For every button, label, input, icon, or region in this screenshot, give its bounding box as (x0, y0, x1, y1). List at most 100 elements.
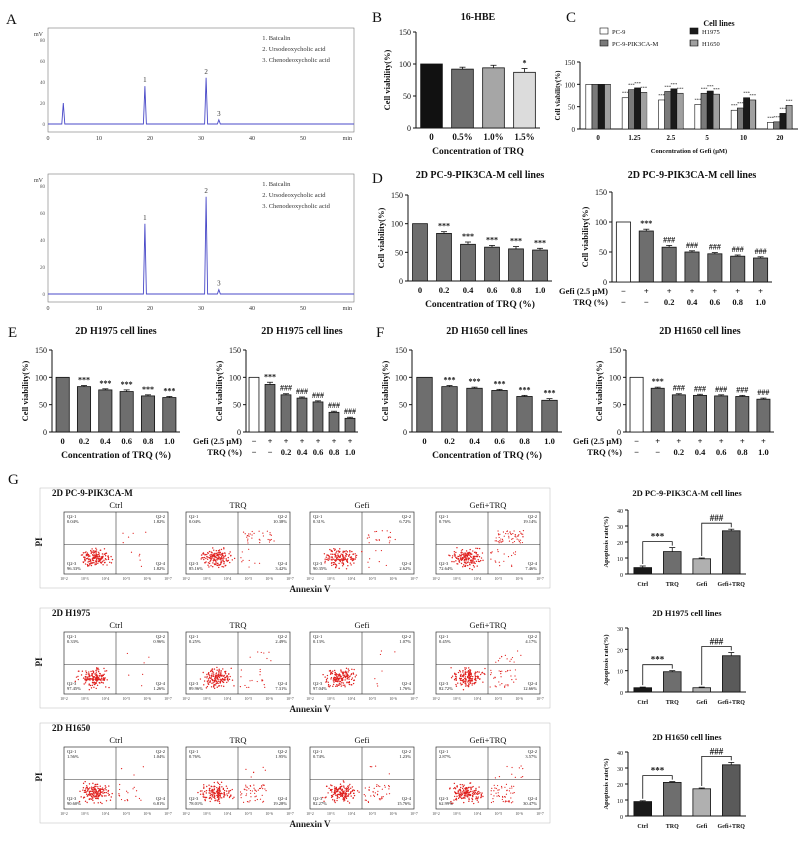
event-dot (340, 679, 343, 681)
event-dot (92, 786, 94, 789)
flow-tick-label: 10^3 (203, 697, 211, 701)
event-dot (127, 800, 129, 802)
event-dot (457, 671, 460, 674)
event-dot (207, 683, 210, 686)
flow-plot-title: Gefi (354, 500, 370, 510)
event-dot (77, 675, 79, 678)
quadrant-value: 97.45% (67, 686, 81, 691)
event-dot (230, 794, 232, 796)
event-dot (82, 789, 84, 791)
event-dot (349, 792, 352, 795)
event-dot (88, 783, 91, 785)
event-dot (467, 557, 469, 559)
quadrant-value: 72.64% (439, 566, 453, 571)
row1-value: + (284, 436, 289, 446)
event-dot (333, 799, 336, 801)
event-dot (342, 785, 345, 787)
event-dot (497, 660, 500, 662)
event-dot (385, 564, 387, 567)
event-dot (339, 548, 341, 550)
quadrant-value: 1.56% (67, 754, 79, 759)
event-dot (355, 674, 358, 676)
event-dot (342, 798, 344, 800)
row2-value: 0.8 (329, 447, 340, 457)
event-dot (361, 550, 363, 553)
event-dot (91, 554, 94, 556)
event-dot (473, 790, 476, 792)
event-dot (490, 669, 492, 671)
event-dot (218, 788, 221, 790)
event-dot (215, 682, 217, 684)
row1-label: Gefi (2.5 μM) (193, 436, 242, 446)
event-dot (351, 786, 354, 788)
event-dot (223, 789, 226, 792)
flow-plot-title: TRQ (230, 735, 247, 745)
event-dot (345, 568, 348, 570)
event-dot (91, 673, 93, 675)
event-dot (503, 535, 505, 537)
flow-tick-label: 10^6 (389, 697, 397, 701)
event-dot (367, 801, 370, 804)
significance-bracket (642, 664, 673, 686)
event-dot (461, 558, 464, 561)
bar (722, 764, 741, 817)
event-dot (497, 549, 499, 551)
event-dot (210, 686, 213, 688)
event-dot (205, 792, 208, 794)
y-tick-label: 100 (229, 373, 241, 382)
event-dot (387, 537, 390, 539)
event-dot (82, 782, 85, 785)
event-dot (138, 555, 140, 557)
event-dot (253, 532, 255, 534)
event-dot (223, 547, 225, 549)
event-dot (340, 795, 343, 797)
event-dot (498, 534, 500, 536)
flow-tick-label: 10^2 (60, 812, 68, 816)
significance-label: *** (438, 222, 450, 231)
event-dot (218, 555, 220, 558)
significance-label: *** (121, 380, 133, 389)
quadrant-value: 97.04% (313, 686, 327, 691)
significance-label: *** (731, 103, 739, 108)
event-dot (479, 678, 481, 680)
event-dot (222, 559, 224, 561)
event-dot (498, 536, 500, 539)
row2-value: 0.6 (710, 297, 721, 307)
event-dot (222, 681, 225, 684)
event-dot (218, 800, 220, 803)
event-dot (104, 557, 107, 560)
significance-label: ### (755, 247, 767, 256)
y-tick-label: 50 (395, 248, 403, 257)
significance-label: ### (663, 235, 675, 244)
legend-swatch (599, 27, 609, 35)
event-dot (468, 552, 470, 554)
quadrant-value: 30.47% (523, 801, 537, 806)
event-dot (512, 801, 514, 803)
event-dot (205, 687, 208, 689)
significance-label: *** (640, 219, 652, 228)
event-dot (262, 800, 265, 802)
bar (280, 394, 292, 433)
quadrant-label: Q2-1 (67, 749, 76, 754)
event-dot (239, 791, 242, 793)
event-dot (211, 678, 214, 681)
event-dot (470, 673, 472, 676)
quadrant-value: 15.76% (397, 801, 411, 806)
event-dot (103, 678, 106, 680)
quadrant-label: Q2-3 (439, 796, 449, 801)
significance-label: *** (651, 766, 665, 776)
event-dot (373, 787, 375, 789)
event-dot (90, 561, 92, 563)
event-dot (340, 683, 342, 685)
event-dot (459, 783, 461, 786)
event-dot (327, 683, 330, 686)
flow-tick-label: 10^5 (123, 697, 131, 701)
x-axis-label: Concentration of Gefi (μM) (651, 148, 727, 155)
quadrant-value: 0.76% (439, 519, 451, 524)
event-dot (218, 566, 220, 569)
event-dot (490, 801, 493, 804)
event-dot (463, 801, 465, 804)
flow-x-axis-label: Annexin V (289, 584, 331, 594)
event-dot (506, 658, 508, 660)
